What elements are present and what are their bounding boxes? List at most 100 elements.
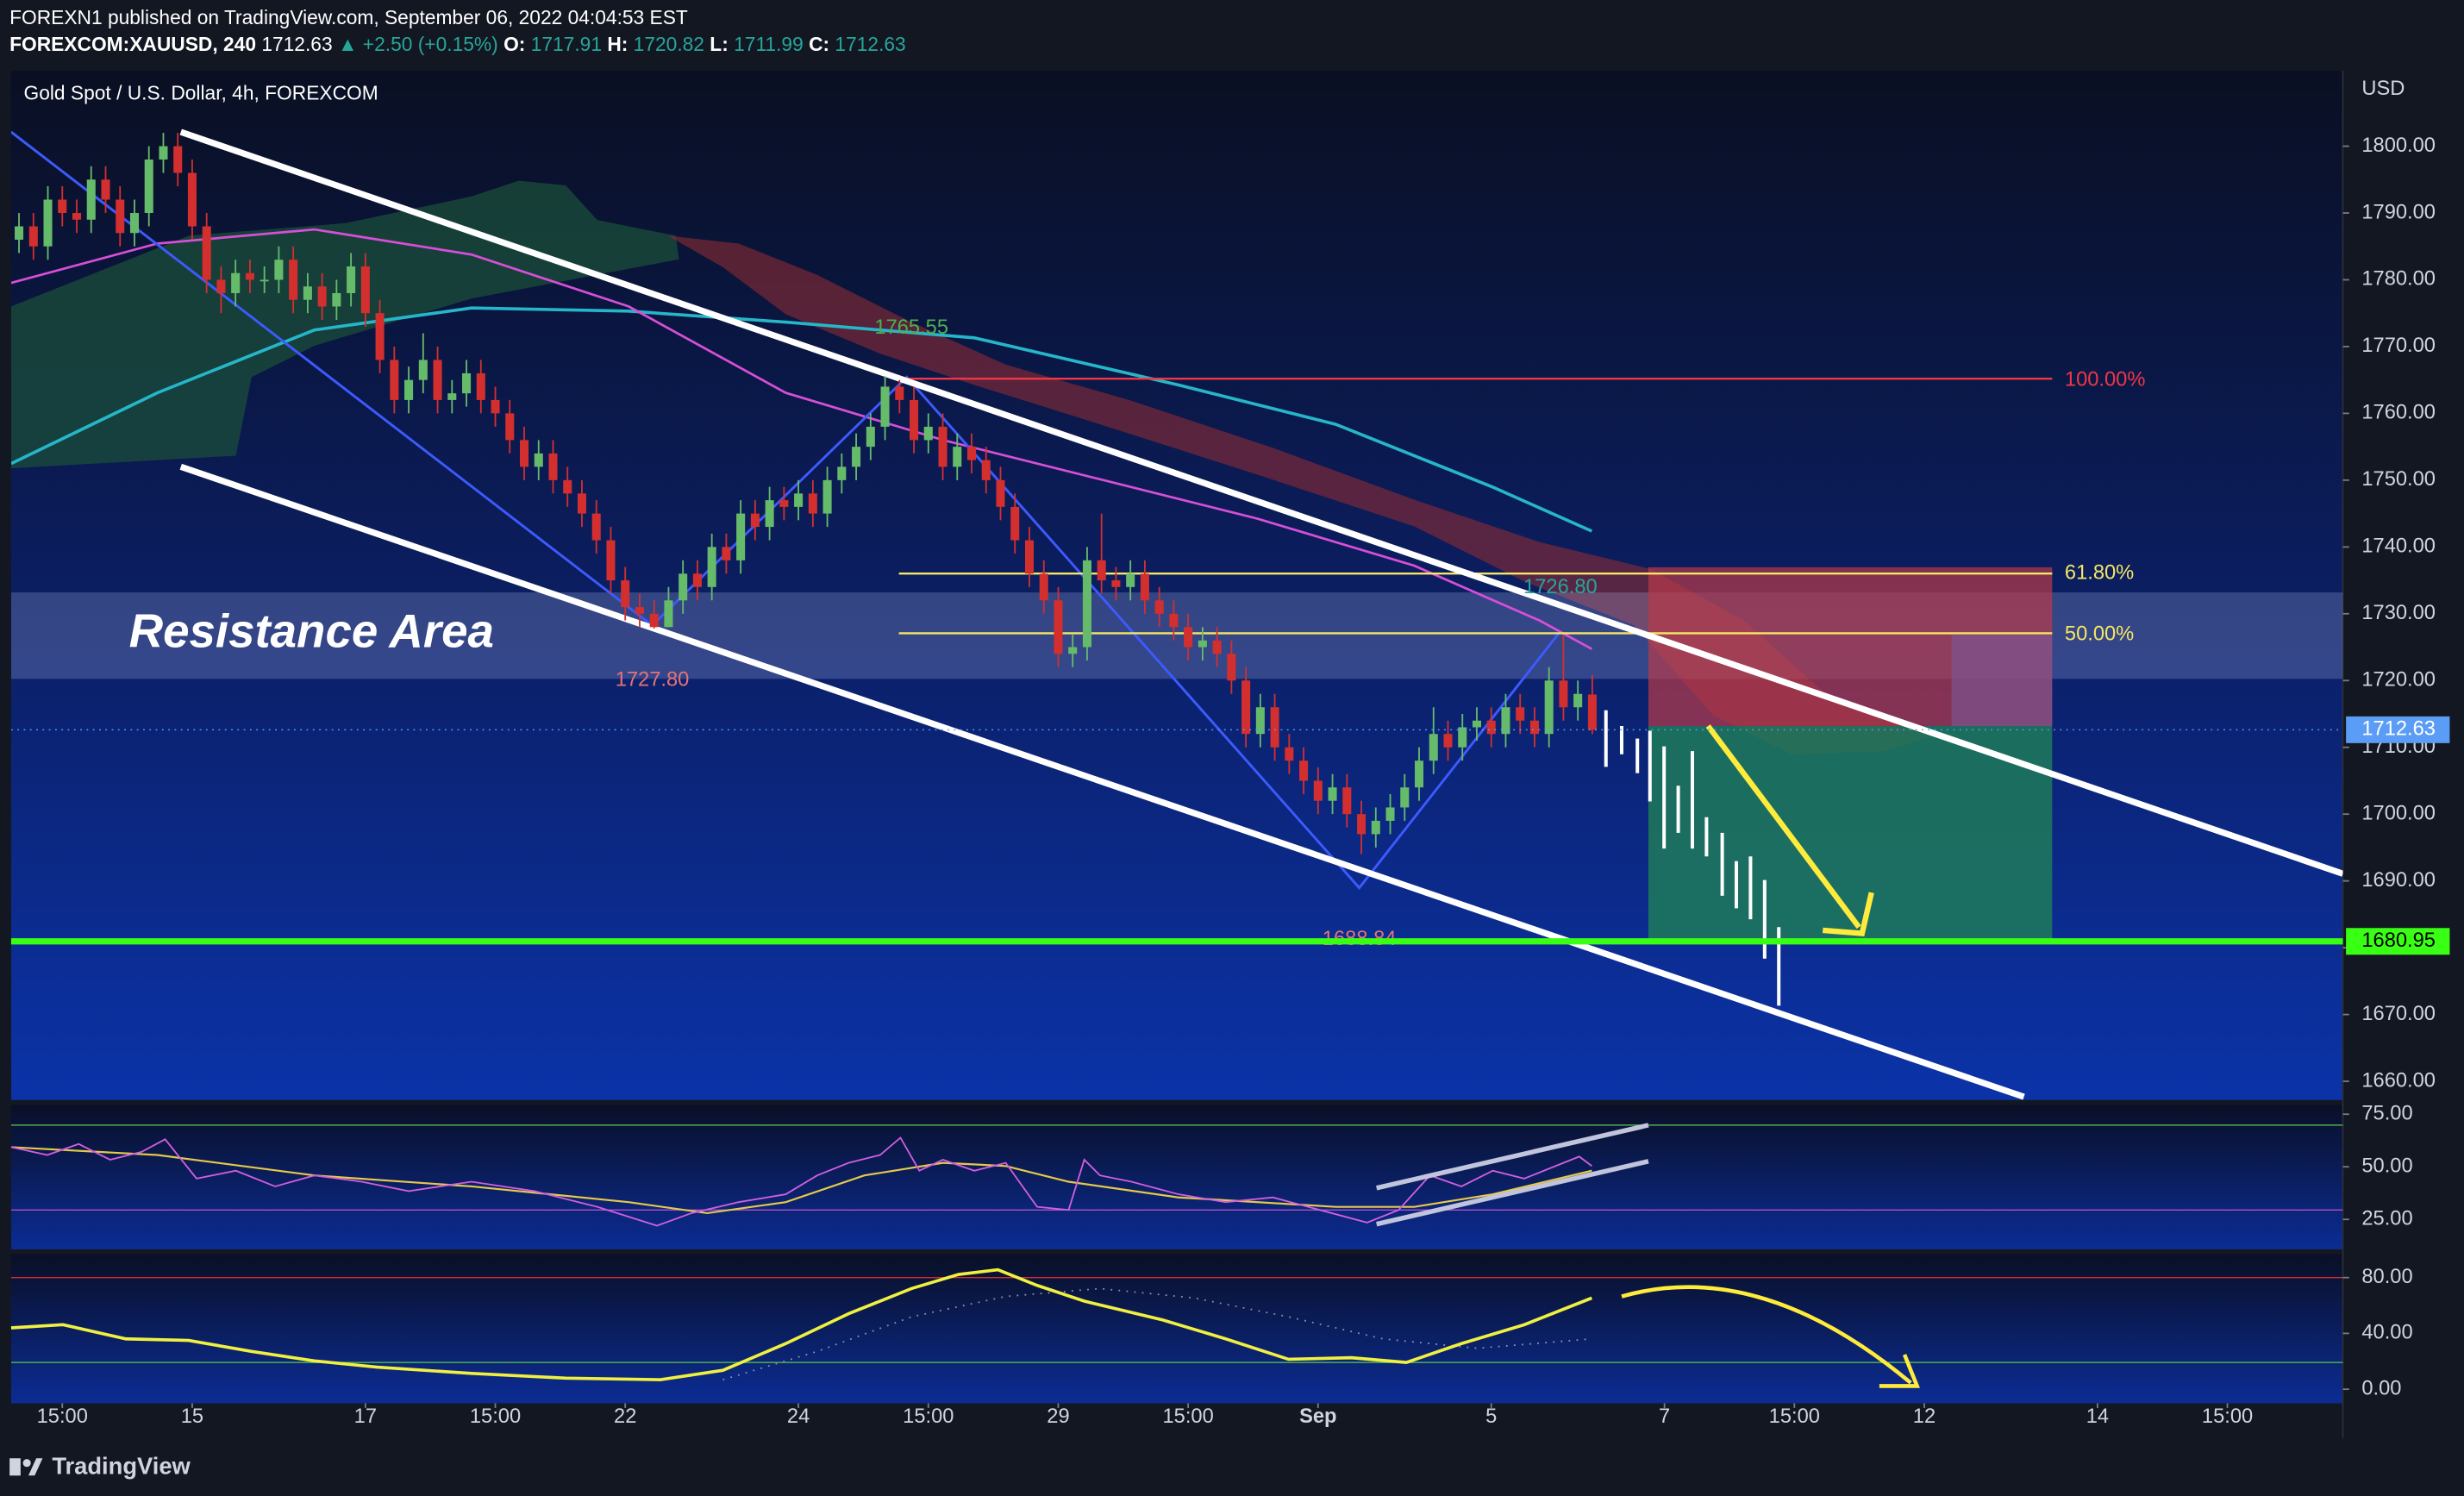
candle-body <box>332 292 341 307</box>
candle-body <box>360 266 370 314</box>
candle-body <box>144 160 153 214</box>
cloud-red <box>667 235 1933 754</box>
candle-body <box>664 600 673 628</box>
candle-body <box>274 260 284 280</box>
y-tick-label: 25.00 <box>2361 1207 2412 1230</box>
y-tick-label: 1730.00 <box>2361 602 2436 624</box>
candle-body <box>231 272 241 293</box>
candle-body <box>86 179 96 220</box>
candle-body <box>1443 734 1453 748</box>
target-zone <box>1648 725 2053 942</box>
x-tick-label: 22 <box>614 1405 636 1428</box>
candle-body <box>390 360 399 400</box>
y-tick-label: 75.00 <box>2361 1102 2412 1124</box>
rsi-pane <box>10 1105 2343 1249</box>
candle-body <box>1299 761 1309 781</box>
candle-body <box>476 372 485 400</box>
candle-body <box>1227 654 1236 681</box>
quote-part: 1720.82 <box>634 33 704 55</box>
candle-body <box>750 513 760 528</box>
y-tick-label: 1720.00 <box>2361 669 2436 692</box>
candle-body <box>1385 807 1395 821</box>
candle-body <box>129 213 140 234</box>
x-tick-label: 14 <box>2086 1405 2109 1428</box>
candle-body <box>1212 640 1222 654</box>
brand: TradingView <box>52 1452 191 1479</box>
candle-body <box>1198 640 1207 648</box>
y-tick-label: 1660.00 <box>2361 1069 2436 1092</box>
candle-body <box>765 500 774 528</box>
candle-body <box>981 460 991 480</box>
candle-body <box>289 260 298 300</box>
candle-body <box>1154 600 1164 614</box>
candle-body <box>1140 573 1149 601</box>
quote-part: 1712.63 <box>261 33 332 55</box>
oscillator-drawings <box>10 1268 2343 1388</box>
y-tick-label: 1750.00 <box>2361 468 2436 491</box>
y-tick-label: 1690.00 <box>2361 869 2436 892</box>
candle-body <box>1241 680 1251 735</box>
candle-body <box>216 279 226 293</box>
candle-body <box>591 513 601 541</box>
x-tick-label: 17 <box>354 1405 377 1428</box>
candle-body <box>1082 560 1091 648</box>
candle-body <box>491 399 500 414</box>
pivot-label: 1765.55 <box>874 316 948 339</box>
oscillator-pane <box>10 1254 2343 1404</box>
down-arrow <box>1705 724 1874 936</box>
quote-part: 1717.91 <box>531 33 602 55</box>
y-tick-label: 0.00 <box>2361 1377 2401 1399</box>
candle-body <box>1516 707 1525 721</box>
ma-slow <box>10 306 1593 533</box>
channel-top <box>179 128 2343 877</box>
candle-body <box>245 272 254 280</box>
quote-part: C: <box>809 33 829 55</box>
candle-body <box>1342 787 1352 815</box>
candle-body <box>1054 600 1063 654</box>
candle-body <box>866 426 875 448</box>
candle-body <box>1097 560 1106 581</box>
candle-body <box>895 386 904 400</box>
y-tick-label: 1740.00 <box>2361 535 2436 558</box>
candle-body <box>923 426 933 441</box>
candle-body <box>1414 761 1424 788</box>
last-price-label: 1712.63 <box>2361 718 2436 741</box>
candle-body <box>1068 647 1078 654</box>
x-tick-label: 15:00 <box>903 1405 954 1428</box>
pivot-label: 1726.80 <box>1523 576 1598 598</box>
publisher: FOREXN1 published on TradingView.com, Se… <box>9 6 688 28</box>
candle-body <box>375 313 385 360</box>
candle-body <box>1313 780 1323 801</box>
candle-body <box>707 547 716 587</box>
y-tick-label: 1670.00 <box>2361 1003 2436 1025</box>
candle-body <box>317 286 327 307</box>
currency: USD <box>2361 78 2405 100</box>
candle-body <box>1328 787 1337 801</box>
candle-body <box>953 447 962 467</box>
candle-body <box>173 146 183 173</box>
candle-body <box>1270 707 1279 748</box>
x-tick-label: 12 <box>1913 1405 1936 1428</box>
x-tick-label: 15:00 <box>2202 1405 2253 1428</box>
x-tick-label: 15:00 <box>1769 1405 1820 1428</box>
resistance-label: Resistance Area <box>129 605 494 658</box>
zigzag <box>10 130 1560 890</box>
candle-body <box>966 447 977 460</box>
candle-body <box>621 580 630 608</box>
candle-body <box>101 179 110 200</box>
chart-title: Gold Spot / U.S. Dollar, 4h, FOREXCOM <box>24 81 378 103</box>
candle-body <box>1400 787 1410 808</box>
rsi-drawings <box>10 1123 2343 1227</box>
y-tick-label: 1780.00 <box>2361 268 2436 291</box>
candle-body <box>116 199 125 234</box>
x-tick-label: 15:00 <box>470 1405 521 1428</box>
candle-body <box>563 479 572 494</box>
y-tick-label: 80.00 <box>2361 1266 2412 1288</box>
candle-body <box>794 493 804 507</box>
candle-body <box>606 540 616 581</box>
candle-body <box>635 607 644 614</box>
candles <box>15 133 1597 854</box>
candle-body <box>404 379 414 400</box>
